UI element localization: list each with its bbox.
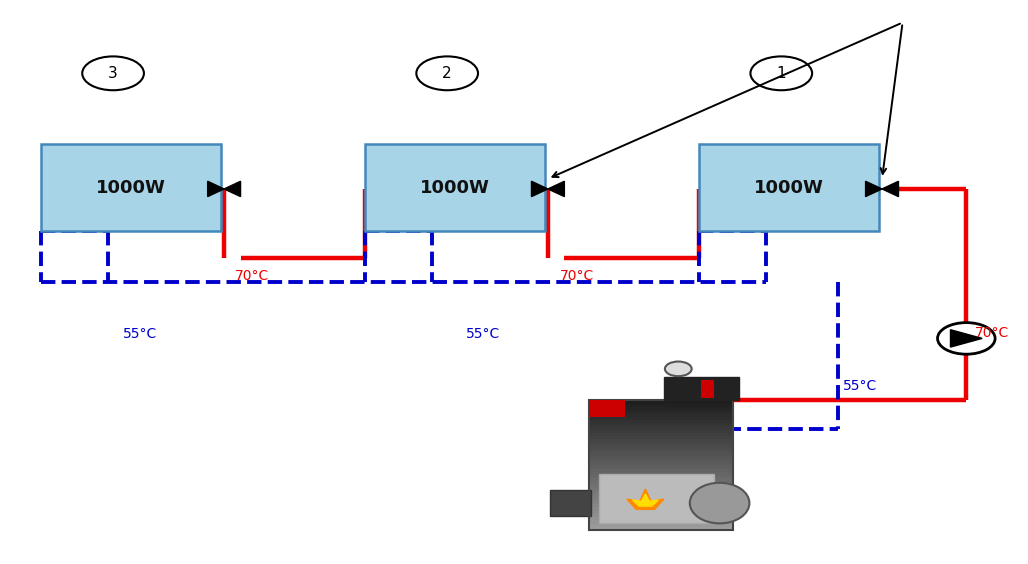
Circle shape: [938, 323, 995, 354]
Bar: [589, 400, 733, 404]
Bar: [589, 443, 733, 446]
Bar: [599, 474, 714, 523]
Polygon shape: [866, 181, 882, 197]
Text: 55°C: 55°C: [123, 327, 157, 341]
Text: 55°C: 55°C: [466, 327, 500, 341]
Polygon shape: [951, 330, 982, 347]
Bar: [41, 144, 221, 231]
Text: 55°C: 55°C: [843, 380, 877, 393]
Bar: [589, 517, 733, 521]
Bar: [589, 497, 733, 501]
Bar: [664, 377, 739, 400]
Ellipse shape: [690, 483, 749, 523]
Bar: [589, 433, 733, 436]
Bar: [589, 400, 733, 530]
Text: 70°C: 70°C: [234, 270, 268, 283]
Bar: [550, 490, 591, 516]
Bar: [589, 501, 733, 504]
Bar: [589, 400, 625, 417]
Bar: [589, 508, 733, 511]
Bar: [589, 475, 733, 478]
Bar: [589, 420, 733, 423]
Bar: [589, 465, 733, 469]
Text: 1000W: 1000W: [97, 179, 166, 196]
Bar: [589, 462, 733, 465]
Circle shape: [82, 56, 144, 90]
Polygon shape: [632, 494, 658, 506]
Bar: [589, 426, 733, 430]
Text: 3: 3: [108, 66, 118, 81]
Bar: [589, 417, 733, 420]
Bar: [589, 469, 733, 472]
Bar: [365, 144, 545, 231]
Bar: [589, 430, 733, 433]
Bar: [589, 413, 733, 417]
Polygon shape: [208, 181, 224, 197]
Text: 70°C: 70°C: [560, 270, 594, 283]
Text: 1: 1: [776, 66, 786, 81]
Bar: [589, 521, 733, 523]
Polygon shape: [531, 181, 548, 197]
Text: 1000W: 1000W: [420, 179, 489, 196]
Bar: [589, 404, 733, 407]
Bar: [589, 459, 733, 462]
Bar: [589, 511, 733, 514]
Polygon shape: [548, 181, 564, 197]
Bar: [699, 144, 879, 231]
Text: 70°C: 70°C: [975, 326, 1008, 340]
Bar: [589, 484, 733, 488]
Bar: [589, 410, 733, 413]
Bar: [589, 504, 733, 508]
Polygon shape: [627, 489, 664, 509]
Bar: [589, 407, 733, 410]
Polygon shape: [224, 181, 241, 197]
Bar: [589, 527, 733, 530]
Circle shape: [416, 56, 478, 90]
Bar: [589, 523, 733, 527]
Text: 1000W: 1000W: [755, 179, 823, 196]
Circle shape: [665, 362, 692, 376]
Bar: [589, 423, 733, 426]
Bar: [589, 495, 733, 497]
Bar: [589, 478, 733, 482]
Bar: [589, 446, 733, 449]
Bar: [701, 380, 713, 398]
Text: 2: 2: [442, 66, 452, 81]
Bar: [589, 482, 733, 484]
Bar: [589, 449, 733, 452]
Bar: [589, 491, 733, 495]
Bar: [589, 439, 733, 443]
Bar: [589, 514, 733, 517]
Polygon shape: [882, 181, 898, 197]
Bar: [589, 436, 733, 439]
Bar: [589, 456, 733, 459]
Bar: [589, 452, 733, 456]
Bar: [589, 472, 733, 475]
Circle shape: [750, 56, 812, 90]
Bar: [589, 488, 733, 491]
